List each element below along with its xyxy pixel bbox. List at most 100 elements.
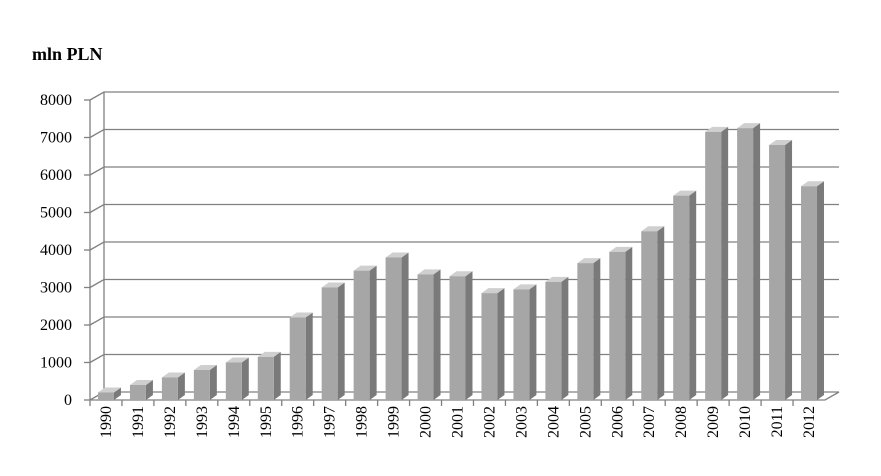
- bar-top: [321, 282, 345, 288]
- bar: [257, 356, 274, 400]
- bar: [97, 392, 114, 400]
- bar-side: [401, 252, 409, 400]
- grid-line: [89, 91, 839, 101]
- bar-top: [609, 246, 633, 252]
- bar-top: [353, 265, 377, 271]
- bar-side: [145, 380, 153, 400]
- bar-side: [337, 282, 345, 400]
- bar: [449, 276, 466, 400]
- y-tick-label: 0: [64, 392, 72, 409]
- y-tick-label: 4000: [40, 242, 72, 259]
- y-tick-label: 7000: [40, 130, 72, 147]
- bar-top: [545, 276, 569, 282]
- x-tick-label: 2001: [450, 406, 467, 438]
- bar-side: [305, 312, 313, 400]
- x-tick-label: 2003: [513, 406, 530, 438]
- x-tick-label: 1996: [290, 406, 307, 438]
- x-tick-label: 2009: [705, 406, 722, 438]
- bar-top: [97, 387, 121, 393]
- grid-line: [89, 128, 839, 139]
- x-tick-label: 1995: [258, 406, 275, 438]
- x-tick-label: 2007: [641, 406, 658, 438]
- bar-top: [193, 365, 217, 370]
- y-tick-label: 8000: [40, 92, 72, 109]
- bar: [769, 145, 786, 400]
- y-tick-label: 3000: [40, 280, 72, 297]
- bar-side: [113, 387, 121, 400]
- y-tick-label: 1000: [40, 355, 72, 372]
- bar: [193, 370, 210, 400]
- bar: [705, 131, 722, 400]
- bar-top: [641, 226, 665, 232]
- bar-side: [561, 276, 569, 400]
- bar: [673, 195, 690, 400]
- bar-side: [817, 181, 825, 400]
- bar-side: [785, 140, 793, 400]
- bar-top: [385, 252, 409, 258]
- x-tick-label: 2005: [577, 406, 594, 438]
- y-tick-label: 2000: [40, 317, 72, 334]
- bar-side: [465, 271, 473, 400]
- bar-side: [657, 226, 665, 400]
- bar: [641, 231, 658, 400]
- grid-line: [89, 241, 839, 251]
- bar-side: [497, 288, 505, 400]
- bar-top: [801, 181, 825, 187]
- bar-side: [209, 365, 217, 400]
- bar: [225, 362, 242, 400]
- bar-top: [225, 357, 249, 363]
- bar-side: [433, 269, 441, 400]
- bar: [577, 263, 594, 400]
- bar-side: [273, 351, 281, 400]
- bar-side: [721, 126, 729, 400]
- bar-top: [737, 123, 761, 129]
- bar-top: [289, 312, 313, 318]
- x-tick-label: 1992: [162, 406, 179, 438]
- bar: [609, 251, 626, 400]
- x-tick-label: 2010: [737, 406, 754, 438]
- bar-side: [753, 123, 761, 400]
- bar-side: [369, 265, 377, 400]
- x-tick-label: 1994: [226, 406, 243, 438]
- bar-top: [449, 271, 473, 277]
- bar-top: [705, 126, 729, 132]
- bar-side: [529, 284, 537, 400]
- x-tick-label: 1998: [354, 406, 371, 438]
- bar-top: [161, 372, 185, 378]
- bar: [353, 270, 370, 400]
- bar: [481, 293, 498, 400]
- bar-side: [241, 357, 249, 400]
- x-tick-label: 2002: [481, 406, 498, 438]
- x-tick-label: 2004: [545, 406, 562, 438]
- bar: [513, 289, 530, 400]
- bar: [161, 377, 178, 400]
- bar-side: [689, 190, 697, 400]
- bar: [417, 274, 434, 400]
- bar: [801, 186, 818, 400]
- bar: [289, 317, 306, 400]
- x-tick-label: 1991: [130, 406, 147, 438]
- bar-side: [593, 258, 601, 400]
- bar-top: [769, 140, 793, 145]
- bar-top: [417, 269, 441, 275]
- y-tick-label: 6000: [40, 167, 72, 184]
- bar: [129, 385, 146, 400]
- bar-top: [513, 284, 537, 290]
- x-tick-label: 2000: [418, 406, 435, 438]
- bar: [545, 281, 562, 400]
- x-tick-label: 2012: [801, 406, 818, 438]
- x-tick-label: 1999: [386, 406, 403, 438]
- bar-side: [177, 372, 185, 400]
- x-tick-label: 1993: [194, 406, 211, 438]
- x-tick-label: 2008: [673, 406, 690, 438]
- bar-top: [257, 351, 281, 357]
- bar-top: [129, 380, 153, 385]
- bar-top: [673, 190, 697, 196]
- bar: [385, 257, 402, 400]
- grid-line: [89, 203, 839, 214]
- bar-side: [625, 246, 633, 400]
- x-tick-label: 1990: [98, 406, 115, 438]
- x-tick-label: 2006: [609, 406, 626, 438]
- bar: [737, 128, 754, 400]
